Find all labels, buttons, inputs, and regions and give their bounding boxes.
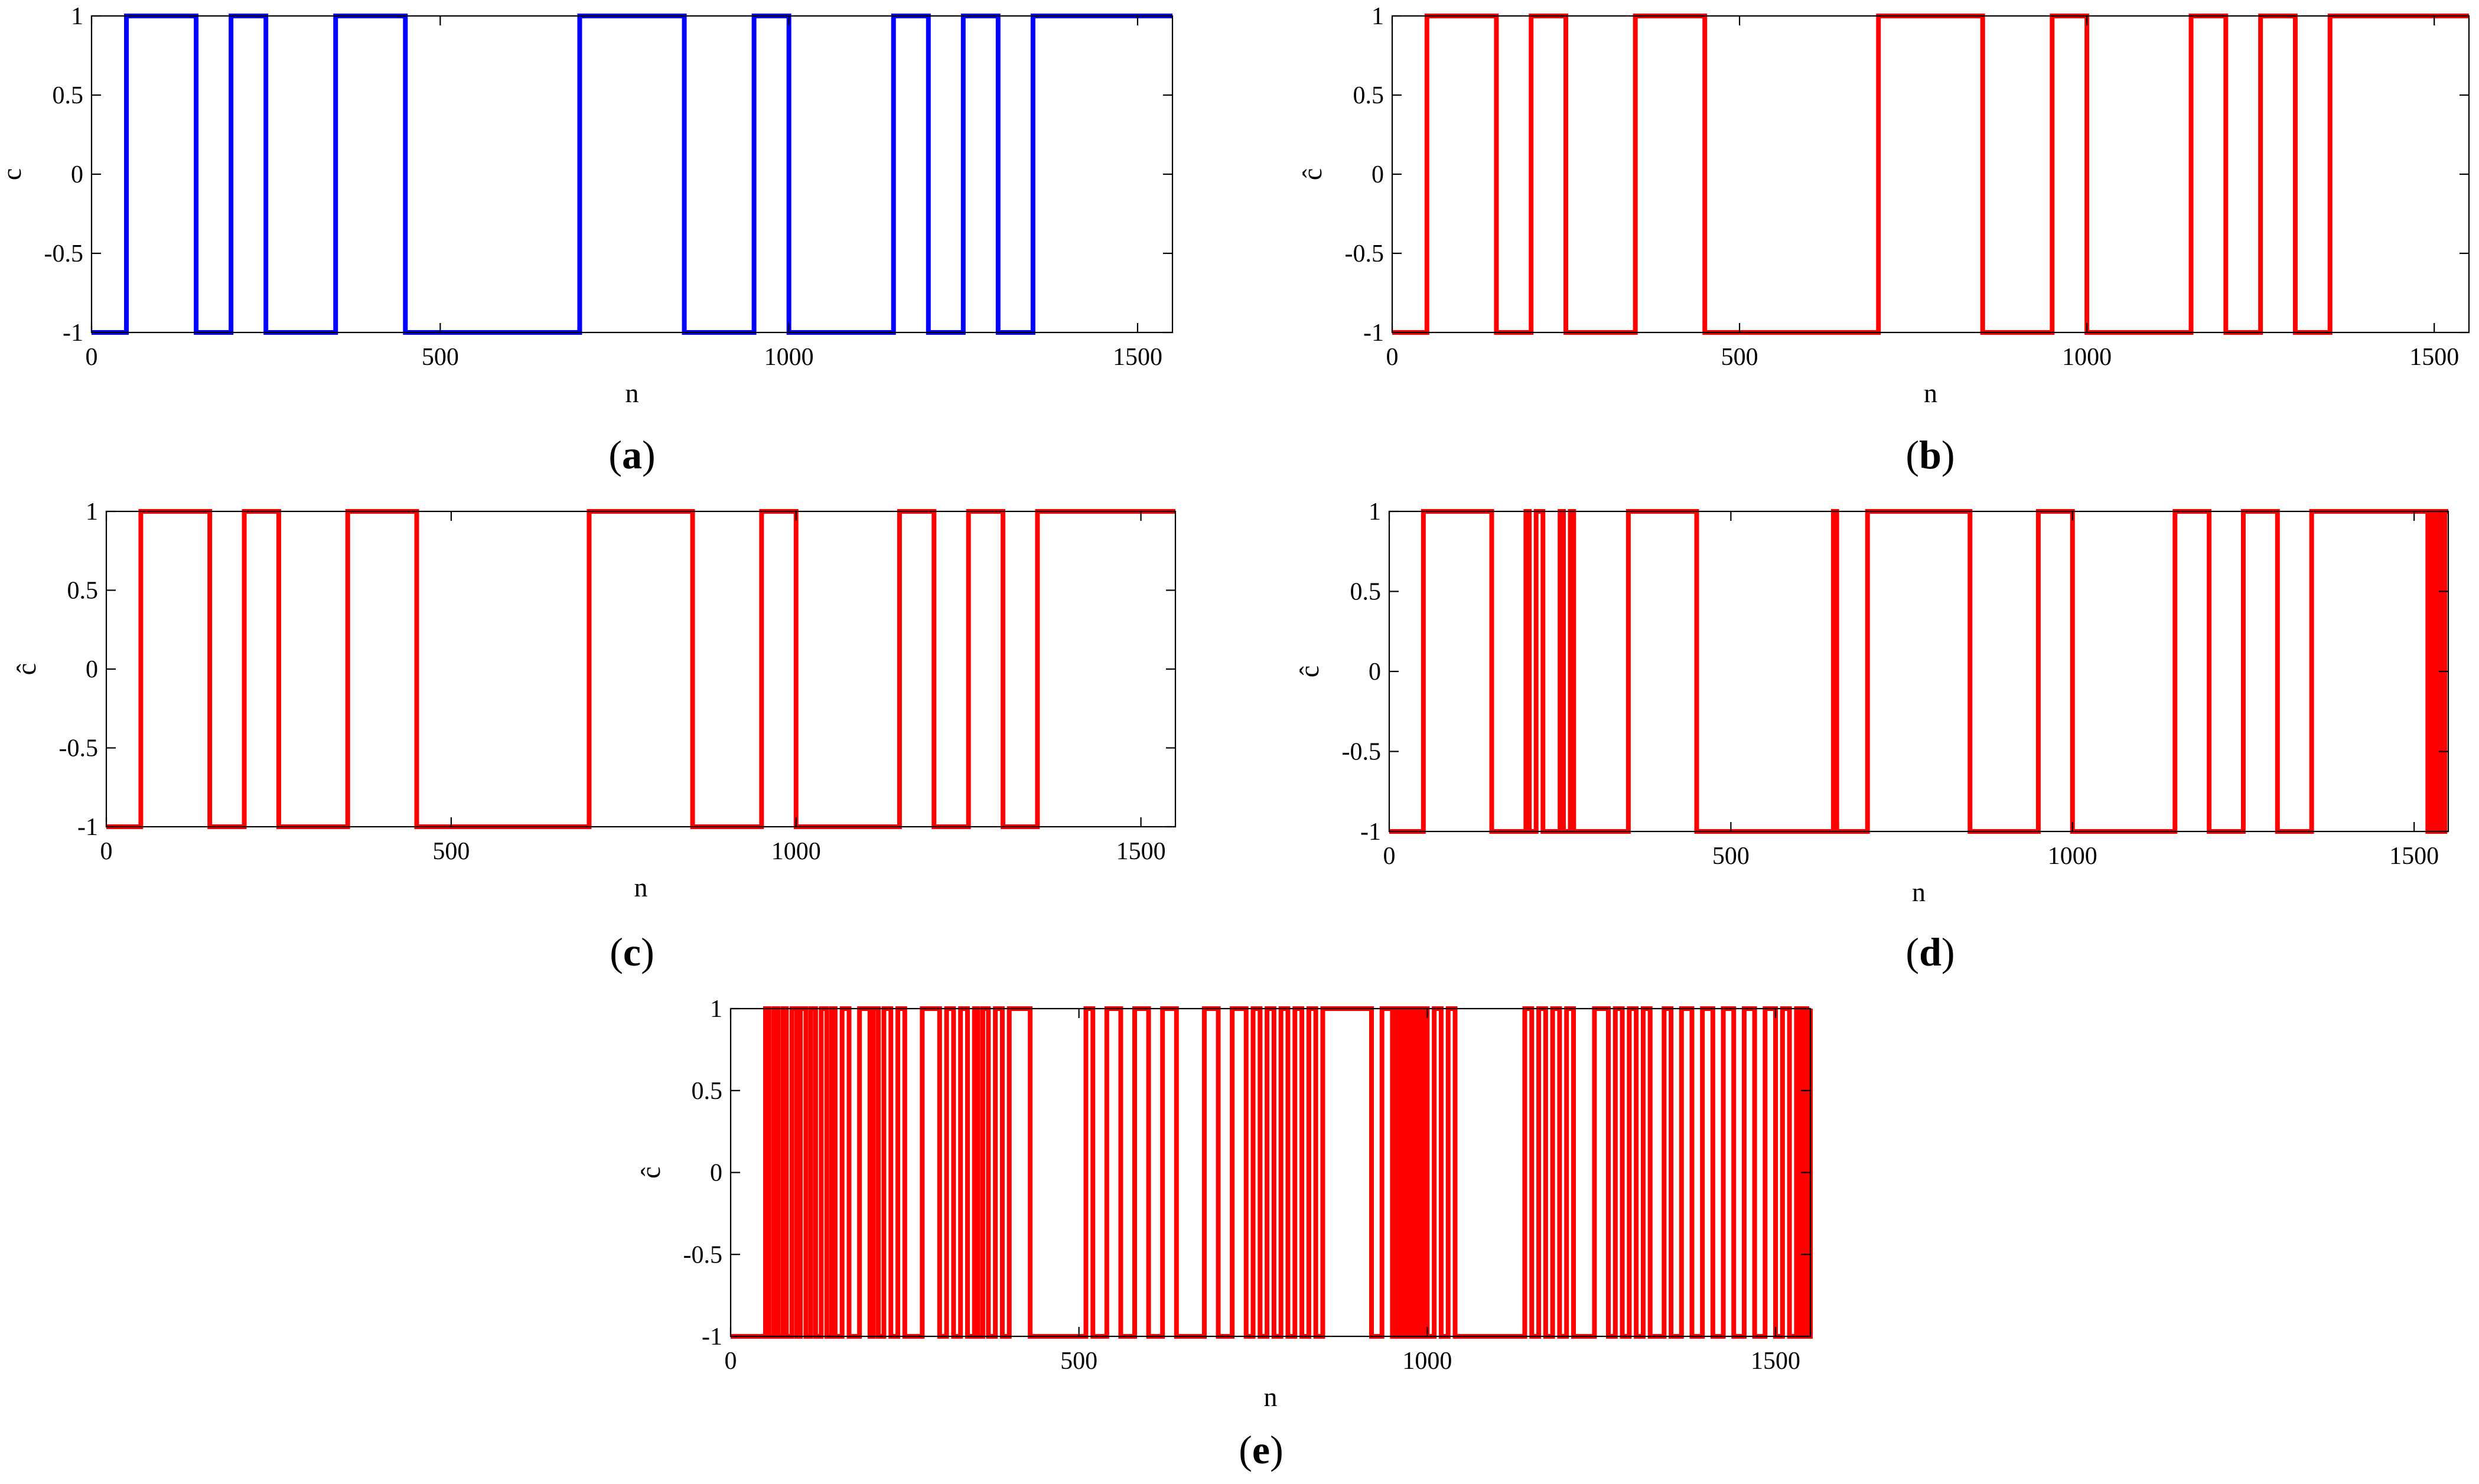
series-line-b [1392, 14, 2469, 335]
x-tick-label: 1500 [1116, 838, 1166, 865]
panel-caption: (c) [610, 929, 654, 974]
x-tick-label: 0 [100, 838, 113, 865]
axes-frame [90, 15, 1174, 334]
series-line-a [92, 14, 1172, 335]
x-tick-label: 0 [1386, 344, 1399, 371]
panel-caption-letter: e [1252, 1427, 1270, 1472]
x-tick-label: 0 [86, 344, 98, 371]
y-tick-label: 1 [86, 498, 98, 526]
y-tick-label: 1 [1369, 498, 1381, 526]
y-tick-label: -0.5 [44, 240, 84, 268]
panel-a: 0 500 1000 1500 -1 -0.5 0 0.5 1 n c (a) [0, 3, 1174, 477]
y-tick-label: -0.5 [1342, 739, 1382, 766]
x-tick-label: 500 [1060, 1348, 1097, 1375]
x-tick-label: 1500 [2389, 843, 2439, 870]
panel-caption: (e) [1239, 1427, 1284, 1472]
x-tick-label: 1000 [771, 838, 821, 865]
panel-caption: (d) [1905, 929, 1954, 974]
y-tick-label: 1 [71, 3, 83, 30]
y-axis-label: ĉ [636, 1166, 666, 1178]
x-tick-label: 1500 [1751, 1348, 1800, 1375]
x-tick-label: 500 [422, 344, 459, 371]
x-axis-label: n [1924, 378, 1937, 408]
x-axis-label: n [1264, 1382, 1278, 1412]
axes-frame [1391, 15, 2470, 334]
y-tick-label: 1 [710, 996, 722, 1023]
x-tick-label: 0 [725, 1348, 737, 1375]
y-tick-label: -0.5 [1345, 240, 1385, 268]
panel-c: 0 500 1000 1500 -1 -0.5 0 0.5 1 n ĉ (c) [11, 498, 1177, 974]
x-axis-label: n [1912, 877, 1926, 907]
y-tick-label: -1 [1360, 818, 1381, 846]
y-tick-label: 1 [1372, 3, 1384, 30]
panel-e: 0 500 1000 1500 -1 -0.5 0 0.5 1 n ĉ (e) [636, 996, 1813, 1472]
panel-b: 0 500 1000 1500 -1 -0.5 0 0.5 1 n ĉ (b) [1297, 3, 2470, 477]
panel-caption-letter: b [1919, 432, 1941, 477]
y-tick-label: 0 [1372, 161, 1384, 188]
y-tick-label: 0.5 [67, 578, 99, 605]
x-tick-label: 500 [1721, 344, 1758, 371]
x-tick-label: 500 [432, 838, 470, 865]
x-tick-label: 1500 [2409, 344, 2459, 371]
y-tick-label: 0.5 [53, 82, 84, 109]
y-tick-label: 0 [71, 161, 83, 188]
series-line-d [1389, 509, 2448, 834]
y-tick-label: -0.5 [683, 1241, 723, 1268]
y-tick-label: 0.5 [692, 1078, 723, 1105]
y-tick-label: 0 [86, 656, 98, 683]
y-axis-label: ĉ [1294, 666, 1324, 677]
panel-caption: (a) [608, 432, 655, 477]
x-tick-label: 0 [1383, 843, 1396, 870]
y-tick-label: 0 [710, 1160, 722, 1187]
panel-d: 0 500 1000 1500 -1 -0.5 0 0.5 1 n ĉ (d) [1294, 498, 2449, 974]
axes-frame [105, 510, 1177, 828]
y-tick-label: -1 [1363, 319, 1384, 347]
panel-caption-letter: a [622, 432, 642, 477]
y-tick-label: -1 [63, 319, 83, 347]
x-axis-label: n [626, 378, 639, 408]
y-axis-label: c [0, 168, 27, 180]
y-tick-label: -0.5 [59, 735, 99, 762]
x-tick-label: 1000 [2048, 843, 2097, 870]
y-tick-label: -1 [77, 814, 98, 841]
panel-caption-letter: d [1919, 929, 1941, 974]
x-tick-label: 1000 [764, 344, 814, 371]
series-line-c [106, 509, 1175, 829]
x-tick-label: 1000 [1402, 1348, 1452, 1375]
series-line-e [731, 1006, 1813, 1339]
y-tick-label: 0.5 [1350, 579, 1382, 606]
panel-caption: (b) [1905, 432, 1954, 477]
x-tick-label: 1000 [2062, 344, 2112, 371]
panel-caption-letter: c [623, 929, 641, 974]
x-axis-label: n [634, 872, 648, 902]
y-tick-label: 0 [1369, 658, 1381, 686]
x-tick-label: 500 [1712, 843, 1750, 870]
y-tick-label: 0.5 [1353, 82, 1385, 109]
y-tick-label: -1 [702, 1323, 722, 1351]
y-axis-label: ĉ [1297, 168, 1327, 180]
x-tick-label: 1500 [1113, 344, 1162, 371]
axes-frame [1388, 510, 2449, 833]
y-axis-label: ĉ [11, 663, 41, 675]
